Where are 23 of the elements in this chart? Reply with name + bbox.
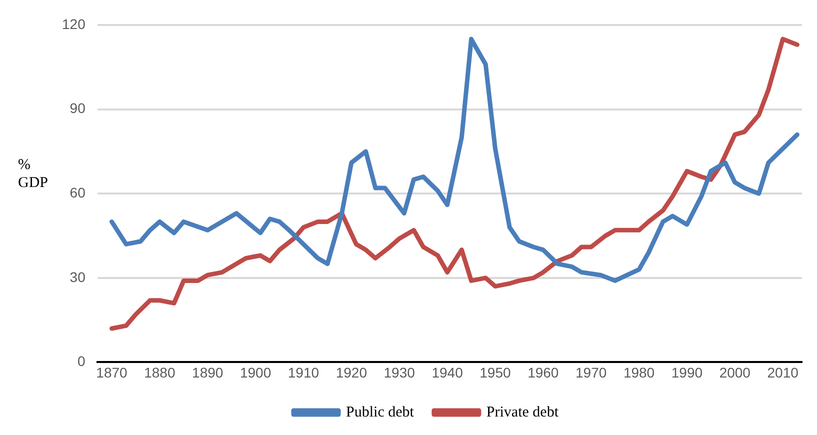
x-tick-label: 2000	[719, 364, 751, 380]
x-tick-label: 1900	[240, 364, 272, 380]
x-tick-label: 1940	[432, 364, 464, 380]
y-tick-label: 60	[70, 184, 86, 200]
x-tick-label: 1880	[144, 364, 176, 380]
x-tick-label: 1980	[623, 364, 655, 380]
y-tick-label: 90	[70, 100, 86, 116]
y-axis-title: % GDP	[18, 156, 50, 192]
x-tick-label: 1990	[671, 364, 703, 380]
y-tick-label: 0	[78, 353, 86, 370]
legend-label: Private debt	[486, 404, 560, 420]
y-tick-label: 120	[62, 16, 86, 32]
legend-label: Public debt	[346, 404, 415, 420]
x-tick-label: 1930	[384, 364, 416, 380]
x-tick-label: 1960	[528, 364, 559, 380]
x-tick-label: 1870	[96, 364, 128, 380]
x-tick-label: 2010	[767, 364, 799, 380]
x-tick-label: 1970	[576, 364, 607, 380]
x-tick-label: 1920	[336, 364, 368, 380]
x-tick-label: 1910	[288, 364, 320, 380]
x-tick-label: 1890	[192, 364, 224, 380]
x-tick-label: 1950	[480, 364, 511, 380]
y-tick-label: 30	[70, 268, 86, 285]
